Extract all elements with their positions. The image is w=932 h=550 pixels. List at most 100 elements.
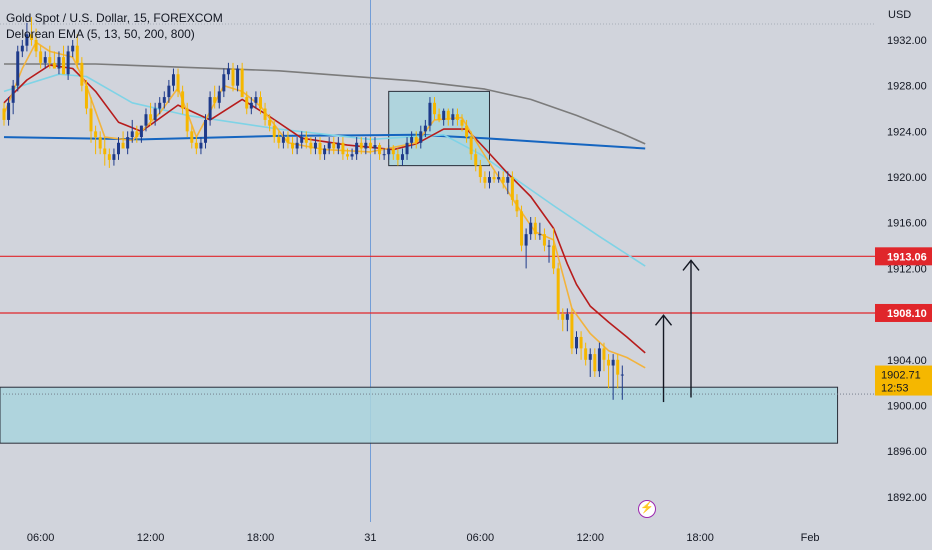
candle-body bbox=[277, 137, 281, 143]
candle-body bbox=[501, 177, 505, 183]
candle bbox=[153, 102, 157, 126]
candle-body bbox=[130, 131, 134, 138]
indicator-legend[interactable]: Delorean EMA (5, 13, 50, 200, 800) bbox=[6, 27, 195, 41]
candle-body bbox=[185, 108, 189, 132]
candle-body bbox=[62, 57, 66, 75]
candle-body bbox=[474, 154, 478, 166]
candle-body bbox=[419, 131, 423, 143]
arrow-head bbox=[682, 259, 700, 271]
candle bbox=[231, 62, 235, 92]
candle-body bbox=[446, 110, 450, 120]
candle-body bbox=[240, 68, 244, 98]
candles bbox=[2, 17, 624, 400]
candle-body bbox=[542, 234, 546, 246]
candle-body bbox=[121, 142, 125, 149]
candle bbox=[396, 148, 400, 166]
candle bbox=[34, 28, 38, 58]
candle bbox=[588, 348, 592, 377]
candle bbox=[323, 145, 327, 160]
candle-body bbox=[176, 74, 180, 92]
arrow-0 bbox=[654, 314, 673, 403]
candle bbox=[378, 142, 382, 160]
candle bbox=[107, 148, 111, 168]
candle-body bbox=[313, 142, 317, 149]
zone-rect-1 bbox=[0, 386, 839, 444]
arrow-head bbox=[654, 314, 673, 326]
candle-body bbox=[272, 125, 276, 138]
x-tick-label: 06:00 bbox=[27, 532, 55, 544]
candle bbox=[11, 79, 15, 115]
candle bbox=[501, 171, 505, 189]
lightning-icon[interactable]: ⚡ bbox=[638, 500, 656, 518]
arrow-1 bbox=[682, 259, 700, 398]
candle-body bbox=[368, 142, 372, 149]
candle bbox=[520, 205, 524, 252]
candle-body bbox=[149, 114, 153, 120]
candle bbox=[57, 51, 61, 75]
candle bbox=[130, 119, 134, 143]
candle bbox=[204, 114, 208, 149]
candle-body bbox=[355, 142, 359, 155]
candle-body bbox=[428, 102, 432, 126]
candle bbox=[149, 102, 153, 126]
candle bbox=[162, 91, 166, 109]
candle-body bbox=[524, 234, 528, 246]
candle-body bbox=[226, 68, 230, 75]
candle-body bbox=[295, 142, 299, 149]
candle-body bbox=[437, 114, 441, 120]
candle bbox=[295, 137, 299, 155]
candle-body bbox=[373, 145, 377, 149]
candle-body bbox=[217, 91, 221, 103]
candle bbox=[199, 137, 203, 155]
candle bbox=[222, 68, 226, 98]
candle bbox=[446, 108, 450, 126]
current-price-label: 1902.71 bbox=[881, 370, 921, 382]
candle bbox=[478, 159, 482, 183]
candle-body bbox=[533, 222, 537, 235]
candle bbox=[428, 97, 432, 132]
candle-body bbox=[593, 354, 597, 372]
level-badge-label: 1908.10 bbox=[887, 308, 927, 320]
candle-body bbox=[158, 102, 162, 109]
candle-body bbox=[620, 374, 624, 376]
candle-body bbox=[346, 154, 349, 157]
candle-body bbox=[43, 57, 47, 63]
y-tick-label: 1892.00 bbox=[887, 492, 927, 504]
candle-body bbox=[245, 97, 249, 109]
candle-body bbox=[16, 51, 20, 86]
candle-body bbox=[281, 137, 285, 143]
candle bbox=[39, 45, 43, 69]
axes: 1892.001896.001900.001904.001908.001912.… bbox=[27, 35, 932, 544]
candle-body bbox=[213, 97, 217, 103]
y-tick-label: 1916.00 bbox=[887, 218, 927, 230]
candle-body bbox=[400, 154, 404, 160]
candle-body bbox=[249, 102, 253, 109]
candle bbox=[359, 137, 363, 155]
symbol-title: Gold Spot / U.S. Dollar, 15, FOREXCOM bbox=[6, 11, 223, 25]
candle bbox=[254, 91, 258, 109]
ema-lines bbox=[3, 41, 646, 369]
level-badge-1: 1908.10 bbox=[875, 303, 932, 322]
candle-body bbox=[171, 74, 175, 86]
candle bbox=[533, 217, 537, 240]
candle-body bbox=[190, 131, 194, 143]
candle bbox=[171, 68, 175, 92]
candle bbox=[121, 131, 125, 149]
candle bbox=[423, 119, 427, 138]
candle bbox=[579, 331, 583, 360]
candle-body bbox=[181, 91, 185, 109]
candle-body bbox=[318, 142, 322, 155]
candle bbox=[542, 228, 546, 252]
candle bbox=[89, 97, 93, 143]
candle-body bbox=[258, 97, 262, 109]
candle bbox=[304, 131, 308, 149]
candle-body bbox=[126, 137, 130, 149]
candle bbox=[2, 102, 6, 126]
candle-body bbox=[107, 154, 111, 160]
candle bbox=[84, 79, 88, 115]
currency-label[interactable]: USD bbox=[888, 9, 912, 21]
candle bbox=[20, 39, 24, 58]
y-tick-label: 1932.00 bbox=[887, 35, 927, 47]
candle-body bbox=[364, 142, 368, 149]
